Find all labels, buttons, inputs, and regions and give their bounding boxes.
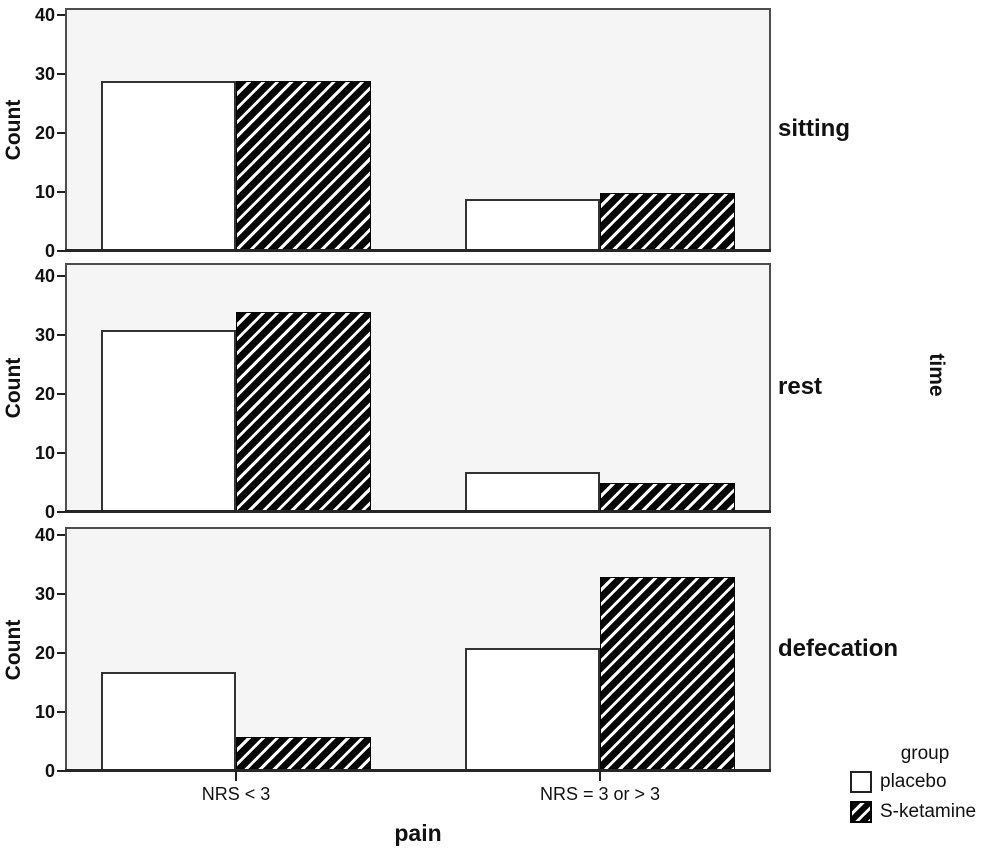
y-tick-mark: [57, 14, 65, 16]
s-ketamine-swatch-icon: [850, 801, 872, 823]
legend-title: group: [900, 743, 950, 764]
bar-s-ketamine-category-1: [600, 577, 735, 772]
y-tick-label: 30: [34, 64, 55, 84]
x-axis-line-rest: [65, 510, 771, 513]
bar-placebo-category-1: [465, 199, 600, 252]
y-tick-label: 0: [44, 241, 55, 261]
y-tick-mark: [57, 652, 65, 654]
x-tick-label: NRS = 3 or > 3: [539, 784, 661, 804]
y-tick-label: 20: [34, 384, 55, 404]
y-axis-title: Count: [2, 619, 25, 681]
bar-placebo-category-1: [465, 472, 600, 513]
panel-rest: [65, 263, 771, 513]
y-axis-title: Count: [2, 357, 25, 419]
legend: group placebo S-ketamine: [850, 742, 1000, 830]
x-axis-line-defecation: [65, 769, 771, 772]
panel-sitting: [65, 8, 771, 252]
x-axis-title: pain: [394, 820, 442, 846]
x-tick-mark: [599, 771, 601, 781]
y-tick-label: 40: [34, 5, 55, 25]
y-tick-label: 10: [34, 182, 55, 202]
x-tick-mark: [235, 771, 237, 781]
y-tick-mark: [57, 511, 65, 513]
y-tick-label: 20: [34, 123, 55, 143]
y-tick-label: 40: [34, 266, 55, 286]
y-tick-mark: [57, 593, 65, 595]
bar-s-ketamine-category-0: [236, 81, 371, 252]
y-tick-mark: [57, 73, 65, 75]
legend-label-s-ketamine: S-ketamine: [880, 801, 977, 822]
panel-defecation: [65, 527, 771, 772]
y-tick-label: 30: [34, 584, 55, 604]
y-tick-mark: [57, 250, 65, 252]
bar-s-ketamine-category-0: [236, 737, 371, 772]
bar-s-ketamine-category-1: [600, 193, 735, 252]
legend-item-placebo: placebo: [850, 770, 1000, 794]
facet-label-sitting: sitting: [778, 115, 850, 142]
bar-placebo-category-0: [101, 81, 236, 252]
legend-label-placebo: placebo: [880, 771, 947, 792]
y-tick-mark: [57, 393, 65, 395]
bar-s-ketamine-category-1: [600, 483, 735, 513]
bar-s-ketamine-category-0: [236, 312, 371, 513]
facet-label-defecation: defecation: [778, 635, 899, 662]
y-tick-mark: [57, 770, 65, 772]
y-tick-label: 0: [44, 502, 55, 522]
y-tick-mark: [57, 132, 65, 134]
facet-label-rest: rest: [778, 373, 823, 400]
y-tick-label: 40: [34, 525, 55, 545]
placebo-swatch-icon: [850, 771, 872, 793]
y-tick-mark: [57, 534, 65, 536]
y-tick-label: 20: [34, 643, 55, 663]
legend-item-s-ketamine: S-ketamine: [850, 800, 1000, 824]
y-tick-mark: [57, 711, 65, 713]
y-tick-mark: [57, 334, 65, 336]
y-axis-title: Count: [2, 99, 25, 161]
y-tick-label: 10: [34, 702, 55, 722]
x-tick-label: NRS < 3: [201, 784, 271, 804]
y-tick-label: 30: [34, 325, 55, 345]
y-tick-mark: [57, 452, 65, 454]
x-axis-line-sitting: [65, 249, 771, 252]
bar-placebo-category-0: [101, 672, 236, 772]
y-tick-label: 10: [34, 443, 55, 463]
facet-axis-title: time: [925, 353, 948, 397]
y-tick-label: 0: [44, 761, 55, 781]
y-tick-mark: [57, 191, 65, 193]
bar-placebo-category-0: [101, 330, 236, 513]
bar-placebo-category-1: [465, 648, 600, 772]
y-tick-mark: [57, 275, 65, 277]
